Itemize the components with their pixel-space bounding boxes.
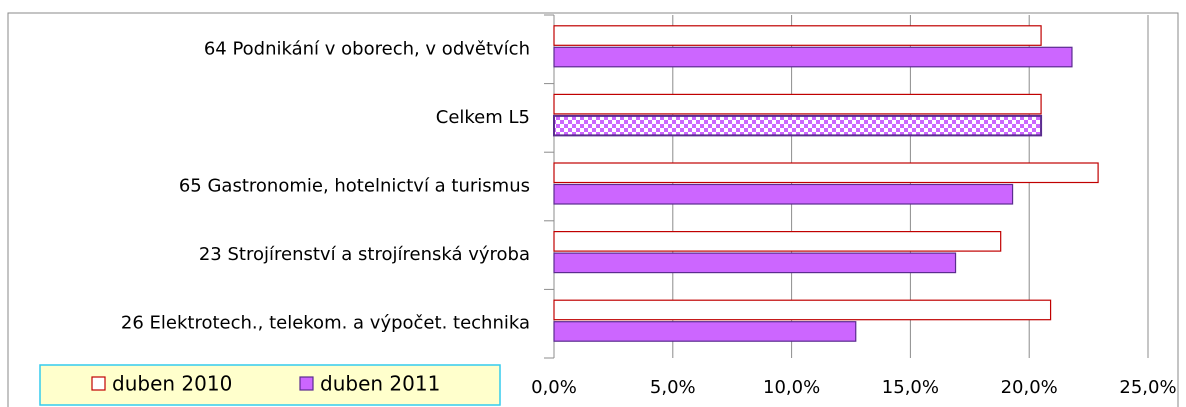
legend-label: duben 2011 <box>320 372 440 396</box>
category-label: 65 Gastronomie, hotelnictví a turismus <box>179 176 530 197</box>
plot: 0,0% 5,0% 10,0% 15,0% 20,0% 25,0% 64 Podnikání… <box>39 14 1177 406</box>
x-tick-label: 10,0% <box>763 377 820 398</box>
category-label: 64 Podnikání v oborech, v odvětvích <box>204 38 530 59</box>
bar <box>553 299 1052 321</box>
bar <box>553 25 1042 46</box>
x-tick-label: 0,0% <box>531 377 577 398</box>
frame <box>7 12 1179 407</box>
bar <box>553 46 1073 68</box>
category-label: 23 Strojírenství a strojírenská výroba <box>199 244 530 265</box>
x-tick-label: 15,0% <box>882 377 939 398</box>
bar <box>553 231 1002 252</box>
legend-swatch <box>299 376 314 391</box>
legend-swatch <box>91 376 106 391</box>
category-label: Celkem L5 <box>436 107 530 128</box>
x-tick-label: 5,0% <box>650 377 696 398</box>
bar <box>553 93 1042 115</box>
bar <box>553 183 1014 205</box>
category-label: 26 Elektrotech., telekom. a výpočet. tec… <box>121 313 530 334</box>
legend-label: duben 2010 <box>112 372 232 396</box>
x-tick-label: 20,0% <box>1001 377 1058 398</box>
bar <box>553 321 857 342</box>
bar <box>553 114 1043 137</box>
bar <box>553 162 1099 184</box>
x-tick-label: 25,0% <box>1119 377 1176 398</box>
legend-box <box>39 364 501 406</box>
bar <box>553 252 957 274</box>
